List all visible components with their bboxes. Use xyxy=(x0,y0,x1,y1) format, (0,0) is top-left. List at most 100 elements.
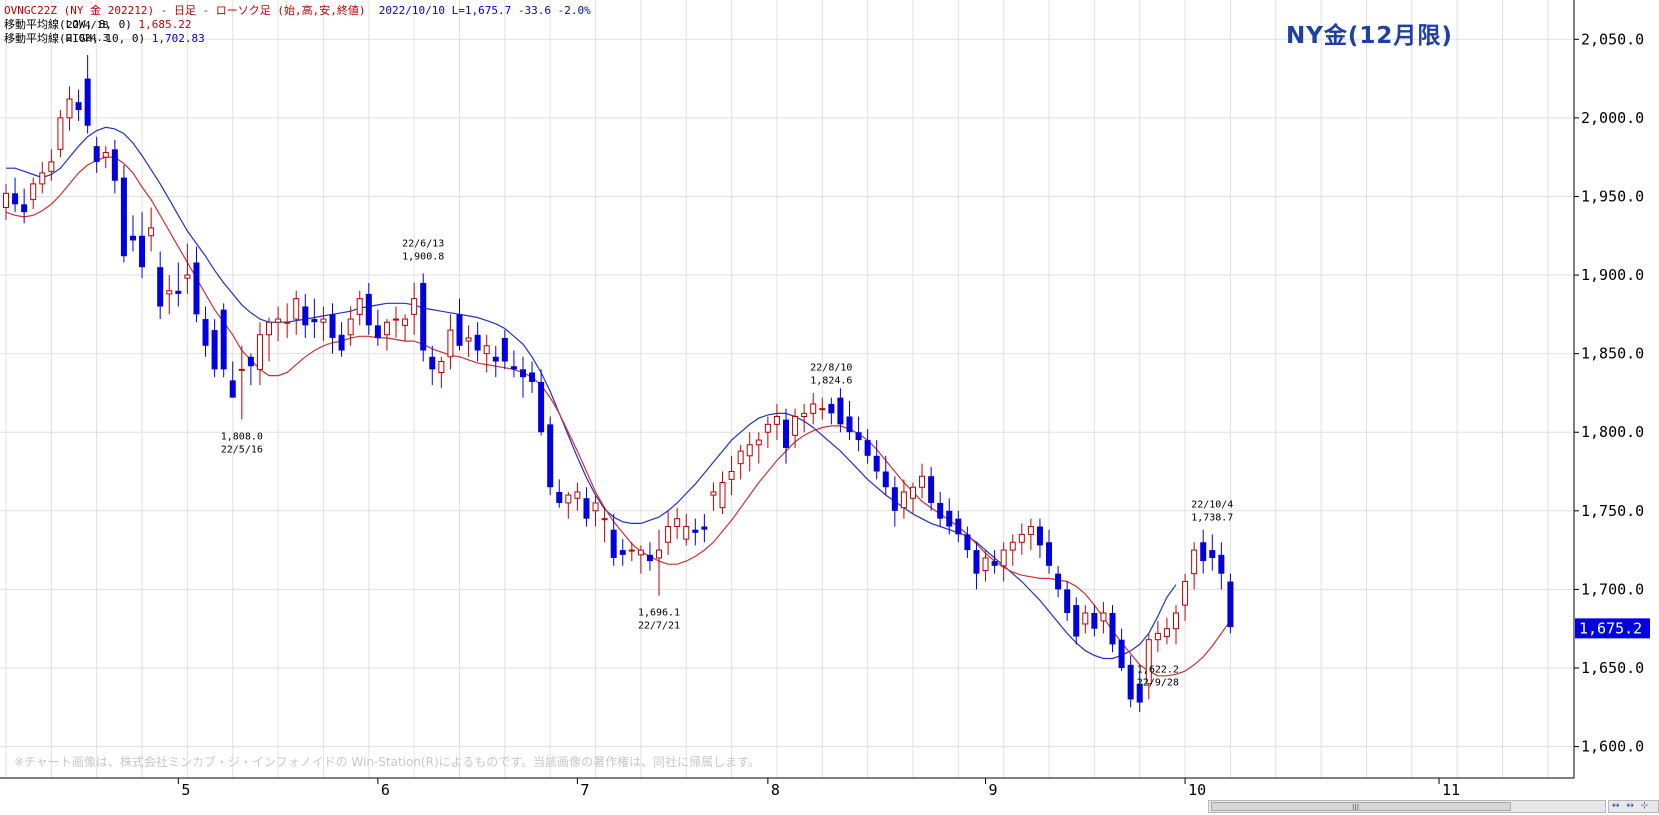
candle-body-up xyxy=(1082,612,1089,625)
candle-body-up xyxy=(819,408,826,411)
axes: 1,600.0 1,650.0 1,700.0 1,750.0 1,800.0 1,850… xyxy=(0,0,1650,799)
candle-body-up xyxy=(3,192,9,208)
candle-body-down xyxy=(329,314,336,338)
candle-body-up xyxy=(402,318,409,326)
candle-body-down xyxy=(864,440,871,456)
candle-body-down xyxy=(175,290,182,294)
candle-body-up xyxy=(755,439,762,446)
candle-body-up xyxy=(266,321,273,336)
candle-body-down xyxy=(519,369,526,378)
ma-high-value: 1,702.83 xyxy=(151,32,205,45)
y-tick-label: 1,650.0 xyxy=(1581,659,1644,677)
annotation-price: 1,900.8 xyxy=(402,251,444,262)
candle-body-up xyxy=(1027,526,1034,535)
candle-body-down xyxy=(1036,526,1043,546)
candle-body-down xyxy=(991,561,998,566)
horizontal-scrollbar[interactable]: III xyxy=(1208,800,1606,813)
candle-body-up xyxy=(801,412,808,418)
candle-body-up xyxy=(184,274,191,279)
candle-body-up xyxy=(792,416,799,436)
candle-body-down xyxy=(501,337,508,362)
candle-body-up xyxy=(284,321,291,324)
candle-body-up xyxy=(900,491,907,509)
candle-body-up xyxy=(66,98,73,119)
candle-body-down xyxy=(420,282,427,351)
candle-body-up xyxy=(637,549,644,556)
candle-body-down xyxy=(365,293,372,326)
candlesticks xyxy=(3,55,1234,712)
candle-body-down xyxy=(692,529,699,533)
candle-body-down xyxy=(1218,554,1225,574)
scrollbar-thumb[interactable]: III xyxy=(1211,802,1511,812)
copyright-note: ※チャート画像は、株式会社ミンカブ・ジ・インフォノイドの Win-Station… xyxy=(14,755,760,769)
candle-body-up xyxy=(737,450,744,465)
annotation-date: 22/10/4 xyxy=(1191,499,1233,510)
x-tick-label: 8 xyxy=(771,781,780,799)
candle-body-up xyxy=(574,491,581,499)
candle-body-up xyxy=(483,345,490,355)
moving-average-lines xyxy=(5,126,1231,677)
annotation-price: 1,696.1 xyxy=(638,608,680,619)
candle-body-up xyxy=(1163,628,1170,638)
y-tick-label: 1,750.0 xyxy=(1581,502,1644,520)
x-tick-label: 10 xyxy=(1188,781,1206,799)
candle-body-down xyxy=(882,471,889,488)
candle-body-down xyxy=(1200,542,1207,562)
candle-body-down xyxy=(21,204,28,213)
candle-body-up xyxy=(1009,541,1016,551)
candle-body-down xyxy=(1073,605,1080,637)
scrollbar-grip-icon: III xyxy=(1352,803,1360,812)
candle-body-down xyxy=(955,518,962,535)
candle-body-down xyxy=(891,487,898,511)
candle-body-down xyxy=(619,550,626,555)
instrument-header: OVNGC22Z (NY 金 202212) - 日足 - ローソク足 (始,高… xyxy=(4,4,591,17)
y-tick-label: 1,850.0 xyxy=(1581,345,1644,363)
y-tick-label: 1,950.0 xyxy=(1581,187,1644,205)
candle-body-down xyxy=(529,372,536,382)
candle-body-up xyxy=(383,321,390,336)
candle-body-up xyxy=(909,486,916,499)
candle-body-down xyxy=(311,319,318,323)
annotation-price: 1,622.2 xyxy=(1137,664,1179,675)
candle-body-down xyxy=(1055,573,1062,590)
candle-body-down xyxy=(937,502,944,519)
ma-high-legend: 移動平均線(HIGH, 10, 0) 1,702.83 xyxy=(4,32,205,45)
candle-body-down xyxy=(1209,550,1216,558)
candle-body-down xyxy=(855,432,862,441)
candle-body-up xyxy=(728,471,735,480)
candle-body-down xyxy=(846,416,853,433)
candle-body-up xyxy=(275,318,282,323)
candle-body-up xyxy=(919,475,926,488)
candle-body-up xyxy=(1018,533,1025,543)
candle-body-up xyxy=(710,491,717,496)
x-tick-label: 7 xyxy=(580,781,589,799)
annotation-date: 22/7/21 xyxy=(638,621,680,632)
candle-body-down xyxy=(84,78,91,126)
candle-body-down xyxy=(1227,581,1234,628)
candle-body-down xyxy=(828,403,835,414)
candle-body-up xyxy=(565,494,572,504)
x-tick-label: 11 xyxy=(1442,781,1460,799)
candle-body-up xyxy=(764,423,771,433)
candle-body-down xyxy=(964,534,971,551)
candle-body-down xyxy=(646,554,653,562)
candle-body-down xyxy=(610,529,617,558)
candle-body-up xyxy=(447,329,454,358)
candle-body-down xyxy=(220,309,227,370)
candle-body-down xyxy=(1064,589,1071,613)
zoom-buttons[interactable]: ↔ ↔ ⊹ xyxy=(1608,800,1659,813)
candle-body-up xyxy=(601,518,608,521)
candle-body-down xyxy=(837,397,844,425)
ma-high-line xyxy=(6,126,1177,660)
candle-body-up xyxy=(665,526,672,543)
candle-body-up xyxy=(39,172,46,185)
peak-trough-annotations: 22/4/18 2,024.3 1,808.0 22/5/16 22/6/13 1,900… xyxy=(67,20,1234,688)
candle-body-down xyxy=(1109,612,1116,645)
annotation-price: 2,024.3 xyxy=(67,33,109,44)
candle-body-down xyxy=(1118,639,1125,668)
annotation-price: 1,824.6 xyxy=(810,376,852,387)
candle-body-up xyxy=(746,444,753,457)
candle-body-up xyxy=(1145,639,1152,685)
candle-body-down xyxy=(111,149,118,181)
